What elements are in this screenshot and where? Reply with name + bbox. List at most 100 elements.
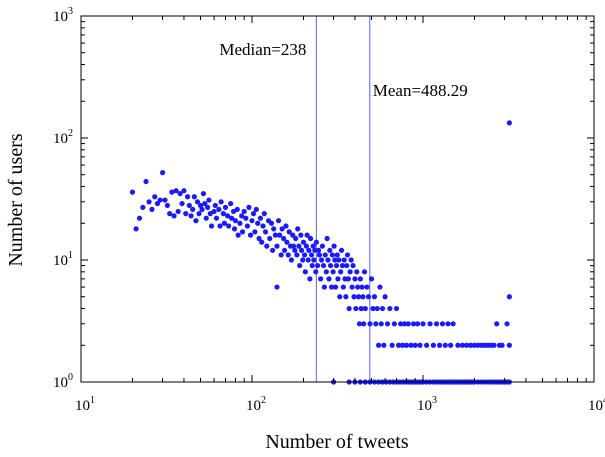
data-point: [334, 252, 340, 258]
reference-label: Median=238: [219, 40, 306, 59]
data-point: [417, 342, 423, 348]
data-point: [333, 262, 340, 269]
data-point: [346, 305, 352, 312]
data-point: [243, 215, 249, 221]
data-point: [212, 202, 218, 209]
data-point: [194, 199, 201, 205]
data-point: [320, 262, 327, 269]
data-point: [336, 257, 342, 263]
data-point: [232, 218, 239, 224]
data-point: [207, 211, 213, 217]
data-point: [274, 284, 280, 290]
data-point: [297, 262, 303, 269]
data-point: [353, 305, 359, 312]
data-point: [284, 239, 290, 245]
data-point: [377, 284, 383, 290]
data-point: [157, 197, 163, 203]
data-point: [319, 243, 325, 249]
data-point: [436, 342, 443, 348]
data-point: [410, 321, 417, 327]
data-point: [149, 206, 155, 212]
data-point: [234, 206, 240, 212]
data-point: [384, 321, 391, 327]
data-point: [400, 342, 406, 348]
data-point: [300, 239, 307, 245]
data-point: [225, 213, 231, 219]
x-tick-exponent: 3: [432, 395, 437, 406]
x-tick-exponent: 1: [90, 395, 95, 406]
y-tick-exponent: 1: [68, 250, 73, 261]
data-point: [267, 235, 273, 242]
data-point: [365, 294, 372, 300]
data-point: [349, 284, 355, 290]
data-point: [211, 208, 217, 215]
data-point: [226, 223, 232, 229]
data-point: [367, 321, 373, 327]
x-tick-base: 10: [246, 398, 261, 414]
data-point: [464, 342, 470, 348]
data-point: [136, 215, 143, 221]
data-point: [447, 342, 454, 348]
data-point: [202, 200, 208, 207]
data-point: [237, 220, 243, 226]
data-point: [326, 276, 332, 282]
data-point: [228, 200, 234, 207]
x-axis-title: Number of tweets: [265, 431, 409, 453]
data-point: [371, 294, 378, 300]
x-tick-base: 10: [417, 398, 432, 414]
data-point: [173, 188, 179, 194]
data-point: [344, 252, 351, 258]
data-point: [281, 247, 288, 253]
data-point: [159, 170, 166, 176]
data-point: [290, 243, 297, 249]
data-point: [338, 247, 345, 253]
data-point: [312, 247, 318, 253]
data-point: [374, 305, 380, 312]
reference-labels: Median=238 Mean=488.29: [219, 40, 467, 100]
data-point: [167, 211, 173, 217]
data-point: [239, 229, 246, 235]
x-tick-exponent: 2: [261, 395, 266, 406]
x-tick-label: 101: [75, 395, 95, 414]
data-point: [296, 243, 302, 249]
data-point: [351, 294, 357, 300]
data-point: [288, 257, 295, 263]
data-point: [247, 232, 254, 238]
plot-frame: [80, 15, 595, 383]
data-point: [220, 211, 226, 217]
data-point: [439, 321, 446, 327]
x-tick-label: 104: [588, 395, 605, 414]
data-point: [323, 269, 329, 275]
data-point: [381, 342, 387, 348]
data-point: [285, 252, 291, 258]
data-point: [376, 342, 382, 348]
data-point: [252, 229, 258, 235]
data-point: [322, 252, 328, 258]
data-point: [300, 257, 306, 263]
data-point: [191, 194, 197, 200]
data-point: [341, 257, 347, 263]
data-point: [253, 206, 259, 212]
data-point: [309, 262, 315, 269]
y-tick-label: 101: [53, 250, 73, 269]
data-point: [328, 284, 335, 290]
data-point: [196, 211, 202, 217]
y-tick-label: 103: [53, 6, 73, 25]
data-point: [348, 257, 354, 263]
data-point: [306, 247, 312, 253]
data-point: [325, 257, 331, 263]
data-point: [274, 243, 280, 249]
data-point: [279, 226, 285, 232]
data-point: [360, 294, 366, 300]
y-tick-base: 10: [53, 131, 68, 147]
data-point: [186, 202, 192, 209]
data-point: [362, 305, 368, 312]
data-point: [344, 262, 350, 269]
data-point: [357, 276, 363, 282]
data-point: [249, 218, 255, 224]
data-point: [321, 284, 327, 290]
data-point: [260, 223, 266, 229]
reference-label: Mean=488.29: [373, 81, 468, 100]
data-point: [468, 342, 474, 348]
